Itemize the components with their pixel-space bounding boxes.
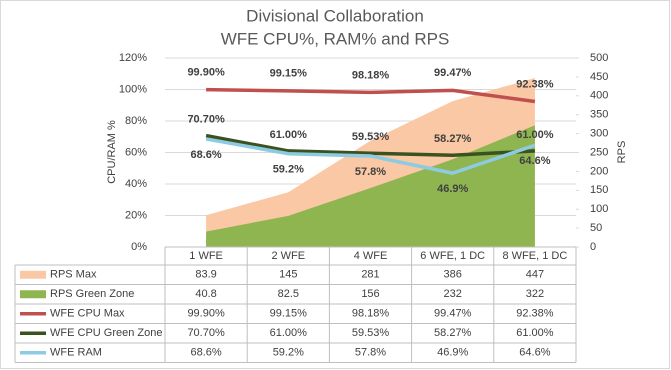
area [206, 125, 535, 247]
table-value: 156 [361, 288, 379, 300]
y-tick-label: 100% [119, 83, 147, 95]
data-label: 68.6% [190, 149, 221, 161]
x-tick-label: 4 WFE [354, 250, 388, 262]
table-value: 386 [444, 269, 462, 281]
table-value: 99.90% [187, 308, 225, 320]
y2-tick-label: 0 [590, 241, 596, 253]
data-label: 64.6% [519, 155, 550, 167]
table-value: 61.00% [270, 327, 308, 339]
data-label: 58.27% [434, 133, 472, 145]
table-value: 99.15% [270, 308, 308, 320]
table-value: 447 [526, 269, 544, 281]
data-label: 99.90% [187, 67, 225, 79]
legend-label: WFE CPU Max [50, 308, 125, 320]
table-value: 59.53% [352, 327, 390, 339]
x-tick-label: 6 WFE, 1 DC [420, 250, 485, 262]
y-tick-label: 0% [131, 241, 147, 253]
y2-tick-label: 200 [590, 165, 608, 177]
y2-tick-label: 100 [590, 203, 608, 215]
data-label: 92.38% [516, 78, 554, 90]
line [205, 133, 535, 157]
table-value: 46.9% [437, 347, 468, 359]
legend-label: RPS Green Zone [50, 288, 134, 300]
data-label: 57.8% [355, 166, 386, 178]
table-value: 59.2% [273, 347, 304, 359]
y2-tick-label: 300 [590, 128, 608, 140]
x-tick-label: 8 WFE, 1 DC [503, 250, 568, 262]
y-tick-label: 60% [125, 146, 147, 158]
table-value: 99.47% [434, 308, 472, 320]
y2-tick-label: 400 [590, 90, 608, 102]
legend-swatch [20, 270, 46, 279]
table-value: 68.6% [190, 347, 221, 359]
table-value: 64.6% [519, 347, 550, 359]
chart-subtitle: WFE CPU%, RAM% and RPS [221, 29, 450, 48]
legend-label: WFE RAM [50, 347, 102, 359]
table-value: 40.8 [195, 288, 216, 300]
table-value: 83.9 [195, 269, 216, 281]
y2-tick-label: 250 [590, 146, 608, 158]
y-tick-label: 120% [119, 52, 147, 64]
y-tick-label: 80% [125, 115, 147, 127]
data-label: 46.9% [437, 183, 468, 195]
x-tick-label: 1 WFE [189, 250, 223, 262]
y2-tick-label: 350 [590, 109, 608, 121]
data-label: 98.18% [352, 69, 390, 81]
y2-tick-label: 50 [590, 222, 602, 234]
legend-label: WFE CPU Green Zone [50, 327, 162, 339]
x-tick-label: 2 WFE [271, 250, 305, 262]
data-label: 70.70% [187, 114, 225, 126]
data-label: 99.15% [270, 68, 308, 80]
table-value: 98.18% [352, 308, 390, 320]
table-value: 82.5 [278, 288, 299, 300]
table-value: 57.8% [355, 347, 386, 359]
table-value: 232 [444, 288, 462, 300]
y-tick-label: 20% [125, 209, 147, 221]
line [206, 87, 536, 104]
data-label: 59.53% [352, 131, 390, 143]
table-value: 92.38% [516, 308, 554, 320]
chart-title: Divisional Collaboration [246, 6, 424, 25]
y2-axis-label: RPS [616, 141, 628, 164]
table-value: 70.70% [187, 327, 225, 339]
y2-tick-label: 500 [590, 52, 608, 64]
data-label: 61.00% [516, 129, 554, 141]
legend-swatch [20, 290, 46, 299]
table-value: 61.00% [516, 327, 554, 339]
table-value: 58.27% [434, 327, 472, 339]
table-value: 145 [279, 269, 297, 281]
data-label: 61.00% [270, 129, 308, 141]
legend-label: RPS Max [50, 269, 97, 281]
data-label: 59.2% [273, 164, 304, 176]
y-tick-label: 40% [125, 178, 147, 190]
y2-tick-label: 150 [590, 184, 608, 196]
y2-tick-label: 450 [590, 71, 608, 83]
data-label: 99.47% [434, 67, 472, 79]
table-value: 281 [361, 269, 379, 281]
line [205, 137, 536, 175]
y-axis-label: CPU/RAM % [106, 120, 118, 184]
table-value: 322 [526, 288, 544, 300]
